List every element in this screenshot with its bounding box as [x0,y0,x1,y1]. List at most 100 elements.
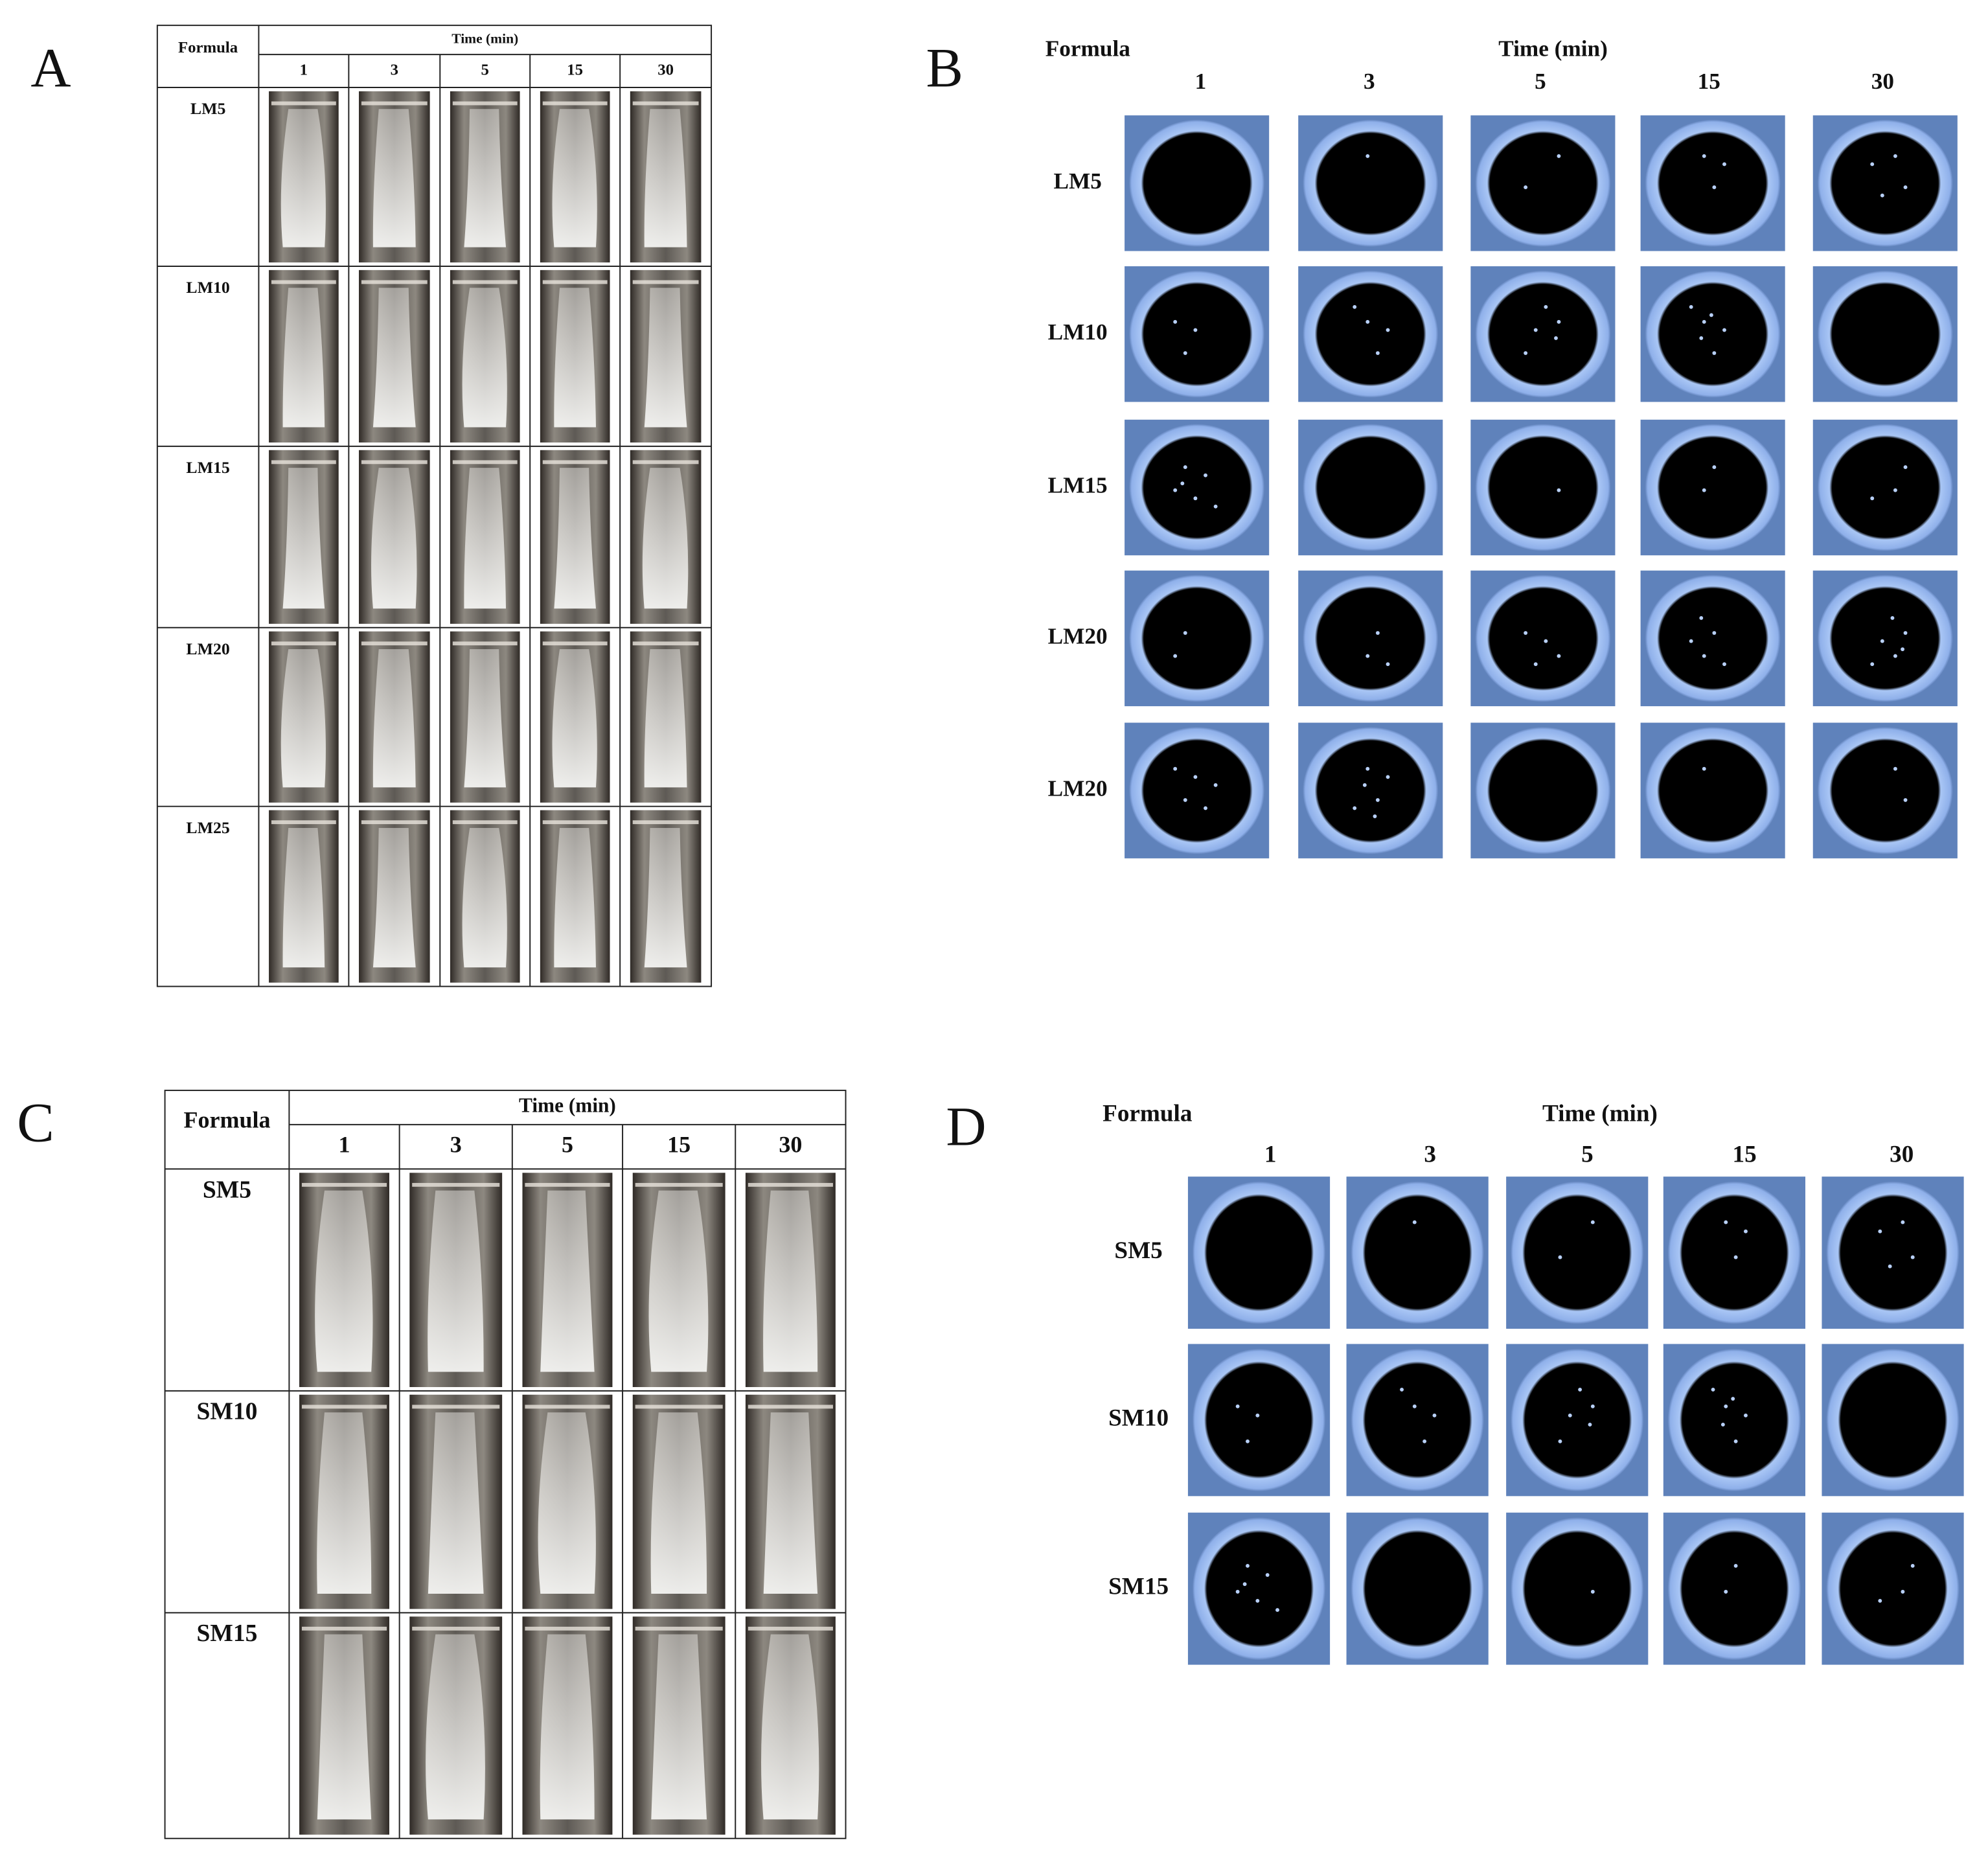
sample-gel [282,468,325,609]
bubble [1702,319,1706,324]
bubble [1353,304,1357,309]
bubble [1180,481,1185,486]
row-label: LM25 [186,818,229,837]
bubble [1365,319,1370,324]
bubble [1702,154,1706,158]
sample-gel [464,109,507,247]
tube-rim [412,1405,500,1409]
tube-rim [525,1405,610,1409]
bubble [1744,1413,1748,1418]
bubble [1412,1404,1417,1408]
bubble [1533,328,1538,332]
sample-gel [372,827,416,968]
row-label: SM10 [1108,1405,1169,1431]
bubble [1901,647,1905,652]
dish [1302,270,1439,398]
time-header: Time (min) [1498,36,1608,61]
bubble [1890,616,1895,620]
tube-rim [361,280,428,284]
sample-gel [554,288,596,428]
bubble [1204,473,1207,477]
dish [1475,574,1611,702]
bubble [1888,1264,1892,1269]
tube-rim [301,1182,387,1187]
dish [1667,1181,1801,1324]
time-header: Time (min) [519,1094,616,1117]
time-label: 15 [1698,69,1720,94]
bubble [1432,1413,1437,1418]
row-label: LM15 [186,458,229,477]
bubble [1255,1413,1260,1418]
sample-gel [763,1190,818,1372]
sample-gel [280,649,326,788]
dish [1128,424,1265,551]
bubble [1870,162,1875,166]
dish [1817,726,1954,855]
row-label: SM15 [1108,1574,1169,1600]
sample-gel [317,1634,372,1820]
tube-rim [632,641,699,646]
bubble [1386,662,1390,667]
row-label: SM10 [197,1399,258,1425]
bubble [1375,351,1380,355]
bubble [1893,766,1897,771]
dish [1510,1517,1644,1660]
bubble [1204,806,1207,810]
bubble [1173,654,1178,658]
bubble [1712,465,1717,470]
bubble [1870,496,1875,501]
time-header: Time (min) [1542,1101,1658,1127]
time-label: 1 [339,1131,350,1157]
bubble [1353,806,1357,810]
bubble [1400,1387,1404,1392]
row-label: LM20 [1048,775,1108,801]
row-label: LM15 [1048,473,1108,498]
bubble [1246,1439,1250,1443]
bubble [1544,304,1548,309]
bubble [1558,1255,1562,1259]
time-label: 15 [567,61,583,78]
bubble [1588,1423,1592,1427]
dish [1475,270,1611,398]
bubble [1255,1599,1260,1603]
time-label: 15 [667,1131,691,1157]
dish [1475,726,1611,855]
dish [1351,1517,1485,1660]
bubble [1910,1255,1915,1259]
dish [1826,1517,1960,1660]
tube-rim [361,101,428,106]
bubble [1724,1404,1728,1408]
tube-rim [412,1182,500,1187]
dish [1192,1181,1326,1324]
time-label: 3 [391,61,398,78]
dish [1645,119,1781,247]
dish [1192,1517,1326,1660]
table-border [156,25,713,987]
row-label: SM5 [1114,1237,1162,1264]
sample-gel [282,827,325,968]
time-label: 30 [1871,69,1894,94]
time-label: 3 [1364,69,1375,94]
sample-gel [464,468,507,609]
bubble [1733,1439,1738,1443]
dish [1817,574,1954,702]
time-label: 15 [1732,1141,1756,1167]
tube-rim [412,1626,500,1631]
tube-rim [452,641,518,646]
bubble [1590,1220,1595,1224]
panel-label: C [17,1092,54,1154]
bubble [1524,185,1528,190]
tube-rim [542,641,608,646]
bubble [1733,1255,1738,1259]
sample-gel [644,109,687,247]
bubble [1524,351,1528,355]
bubble [1557,488,1561,492]
dish [1667,1517,1801,1660]
bubble [1173,766,1178,771]
bubble [1699,336,1704,340]
bubble [1554,336,1558,340]
tube-rim [632,820,699,825]
tube-rim [271,820,336,825]
dish [1128,270,1265,398]
